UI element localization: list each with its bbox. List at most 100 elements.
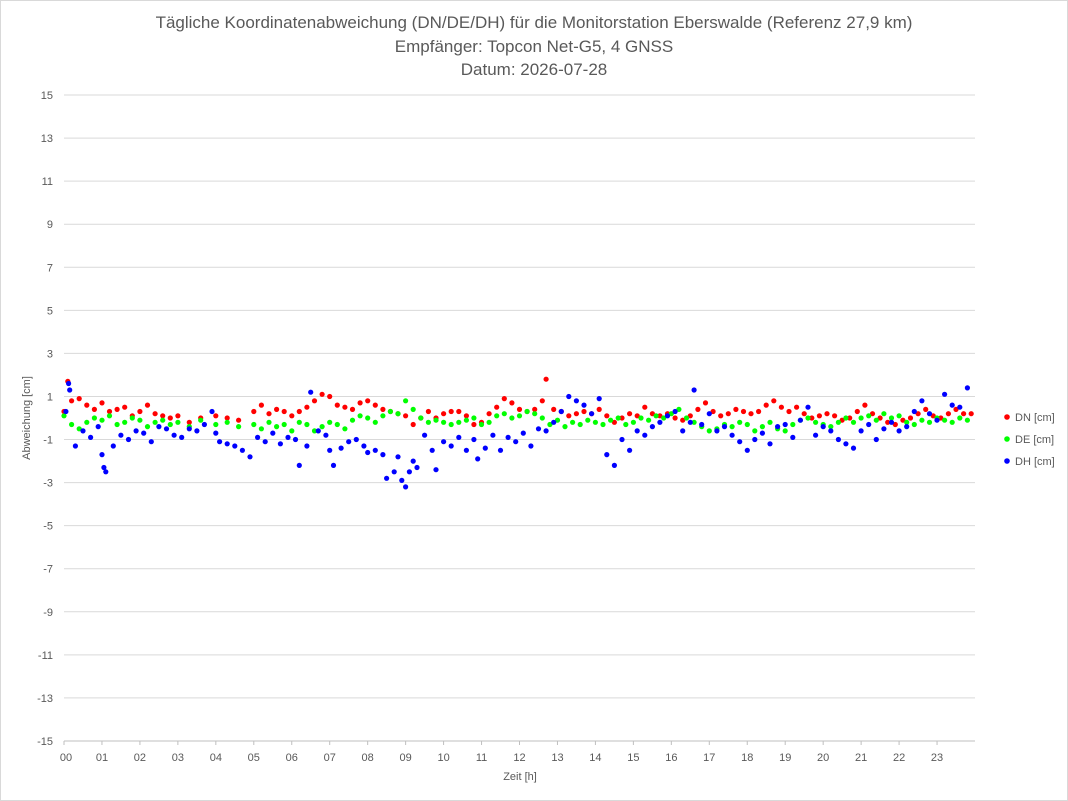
data-point — [387, 408, 393, 415]
data-point — [262, 439, 268, 445]
data-point — [771, 398, 777, 404]
x-tick-label: 08 — [362, 752, 374, 764]
data-point — [247, 454, 253, 460]
data-point — [399, 477, 405, 483]
data-point — [167, 415, 173, 421]
data-point — [604, 413, 610, 419]
data-point — [896, 428, 902, 434]
data-point — [718, 413, 724, 419]
data-point — [835, 436, 842, 443]
data-point — [311, 398, 318, 404]
data-point — [236, 417, 242, 423]
data-point — [501, 396, 507, 402]
y-tick-label: 5 — [47, 305, 53, 317]
data-point — [866, 421, 872, 428]
points-layer — [61, 376, 974, 490]
series-1 — [61, 398, 971, 434]
data-point — [911, 421, 917, 428]
data-point — [763, 402, 769, 408]
data-point — [505, 434, 511, 440]
data-point — [634, 413, 640, 419]
data-point — [828, 424, 834, 430]
data-point — [653, 413, 659, 419]
y-tick-label: 13 — [41, 133, 53, 145]
data-point — [380, 413, 386, 419]
data-point — [144, 424, 151, 430]
data-point — [630, 419, 637, 425]
data-point — [904, 424, 910, 430]
data-point — [395, 454, 401, 460]
data-point — [627, 447, 633, 453]
data-point — [877, 415, 883, 421]
data-point — [832, 413, 838, 419]
data-point — [101, 464, 107, 471]
data-point — [91, 415, 97, 421]
data-point — [904, 419, 910, 425]
data-point — [850, 445, 857, 451]
data-point — [744, 421, 750, 428]
data-point — [448, 421, 454, 428]
data-point — [433, 467, 439, 473]
data-point — [106, 408, 113, 415]
data-point — [441, 411, 447, 417]
data-point — [729, 424, 735, 430]
data-point — [752, 436, 758, 443]
data-point — [319, 424, 325, 430]
data-point — [448, 443, 454, 449]
data-point — [277, 441, 283, 447]
data-point — [566, 413, 572, 419]
data-point — [103, 469, 109, 475]
data-point — [562, 424, 568, 430]
data-point — [532, 411, 538, 417]
x-tick-label: 00 — [60, 752, 72, 764]
data-point — [828, 428, 834, 434]
data-point — [646, 417, 652, 423]
data-point — [664, 413, 671, 419]
data-point — [61, 413, 67, 419]
data-point — [926, 411, 933, 417]
data-point — [144, 402, 151, 408]
data-point — [372, 447, 378, 453]
x-tick-label: 18 — [741, 752, 753, 764]
x-tick-label: 12 — [513, 752, 525, 764]
data-point — [923, 406, 929, 412]
legend-label: DH [cm] — [1015, 456, 1055, 468]
data-point — [463, 417, 469, 423]
data-point — [642, 432, 648, 438]
data-point — [957, 415, 963, 421]
data-point — [289, 428, 295, 434]
chart-date: Datum: 2026-07-28 — [460, 60, 608, 79]
data-point — [403, 413, 409, 419]
data-point — [702, 400, 709, 406]
data-point — [76, 396, 82, 402]
data-point — [699, 421, 705, 428]
data-point — [938, 415, 944, 421]
data-point — [516, 406, 523, 412]
data-point — [596, 406, 602, 412]
data-point — [471, 421, 477, 428]
data-point — [349, 417, 356, 423]
data-point — [475, 456, 481, 462]
data-point — [805, 404, 811, 410]
y-tick-label: 11 — [42, 176, 53, 188]
data-point — [964, 385, 971, 391]
data-point — [942, 391, 948, 397]
data-point — [304, 404, 310, 410]
data-point — [816, 413, 823, 419]
data-point — [330, 462, 337, 468]
data-point — [634, 428, 640, 434]
data-point — [706, 411, 712, 417]
data-point — [95, 424, 101, 430]
data-point — [425, 419, 431, 425]
y-tick-label: 3 — [47, 348, 53, 360]
data-point — [596, 396, 602, 402]
data-point — [334, 421, 340, 428]
data-point — [862, 402, 868, 408]
data-point — [213, 413, 219, 419]
data-point — [346, 439, 352, 445]
x-tick-label: 11 — [476, 752, 487, 764]
data-point — [296, 408, 302, 415]
data-point — [691, 387, 697, 393]
y-tick-label: -9 — [43, 607, 53, 619]
